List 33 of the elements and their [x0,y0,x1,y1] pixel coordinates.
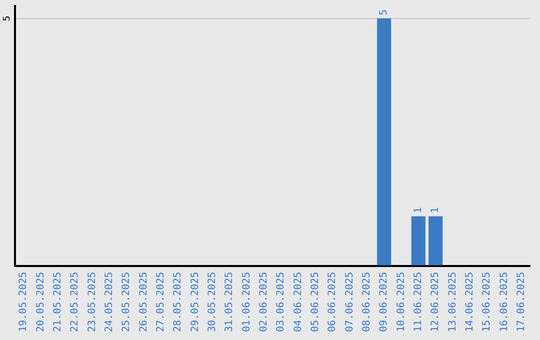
x-tick-label: 09.06.2025 [378,272,390,332]
x-tick-label: 30.05.2025 [207,272,218,332]
x-tick-label: 24.05.2025 [104,272,116,332]
x-tick-label: 31.05.2025 [224,272,236,332]
x-tick-label: 25.05.2025 [121,272,132,332]
x-tick-label: 06.06.2025 [327,272,338,332]
x-tick-label: 27.05.2025 [156,272,167,332]
x-tick-label: 07.06.2025 [344,272,356,332]
x-tick-label: 01.06.2025 [241,272,252,332]
x-tick-label: 21.05.2025 [52,272,64,332]
x-tick-label: 26.05.2025 [138,272,150,332]
data-label: 1 [413,207,424,214]
x-tick-label: 12.06.2025 [430,272,442,332]
x-tick-label: 08.06.2025 [362,272,373,332]
x-tick-label: 14.06.2025 [464,272,476,332]
x-tick-label: 17.06.2025 [516,272,528,332]
x-tick-label: 05.06.2025 [310,272,322,332]
x-tick-label: 11.06.2025 [413,272,424,332]
x-tick-label: 04.06.2025 [292,272,304,332]
x-tick-label: 02.06.2025 [258,272,270,332]
x-tick-label: 10.06.2025 [396,272,407,332]
x-tick-label: 23.05.2025 [86,272,98,332]
x-tick-label: 20.05.2025 [35,272,46,332]
x-tick-label: 15.06.2025 [482,272,493,332]
x-tick-label: 19.05.2025 [18,272,30,332]
data-label: 5 [378,9,390,16]
x-tick-label: 22.05.2025 [70,272,81,332]
data-label: 1 [430,207,442,214]
x-tick-label: 03.06.2025 [276,272,287,332]
x-tick-label: 16.06.2025 [498,272,510,332]
x-tick-label: 28.05.2025 [172,272,184,332]
x-tick-label: 13.06.2025 [447,272,458,332]
x-tick-label: 29.05.2025 [190,272,201,332]
